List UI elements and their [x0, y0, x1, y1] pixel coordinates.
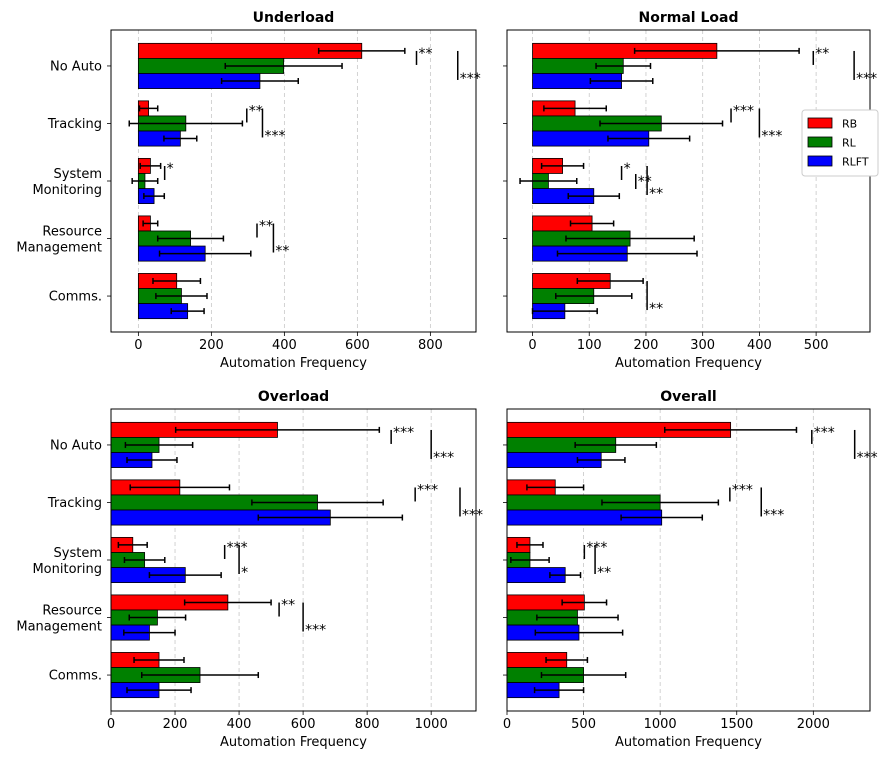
- significance-stars: ***: [417, 482, 438, 498]
- significance-stars: **: [815, 46, 829, 62]
- y-tick-label-line: System: [54, 167, 102, 182]
- x-tick-label: 400: [227, 717, 252, 732]
- significance-stars: ***: [462, 507, 483, 523]
- y-tick-label-line: Tracking: [47, 117, 102, 132]
- y-tick-label-line: Resource: [42, 604, 102, 619]
- axes-frame: [506, 29, 871, 333]
- axes-frame: [110, 29, 477, 333]
- y-tick-label: System Monitoring: [32, 167, 102, 198]
- significance-stars: **: [649, 301, 663, 317]
- significance-stars: *: [624, 161, 631, 177]
- y-tick-label-line: Comms.: [49, 669, 102, 684]
- x-tick-label: 400: [272, 338, 297, 353]
- y-tick-label: Tracking: [47, 496, 102, 511]
- x-tick-label: 600: [291, 717, 316, 732]
- significance-stars: ***: [814, 425, 835, 441]
- panel-normal-load: 0 100 200 300 400 500******************Normal…: [503, 10, 877, 371]
- x-tick-label: 500: [804, 338, 829, 353]
- y-tick-label-line: Management: [16, 620, 102, 635]
- significance-stars: ***: [305, 623, 326, 639]
- significance-stars: **: [649, 186, 663, 202]
- x-axis-label: Automation Frequency: [220, 735, 367, 750]
- panel-overload: 0 200 400 600 800 1000 No Auto Tracking System Mo…: [16, 389, 483, 750]
- x-tick-label: 1500: [720, 717, 753, 732]
- significance-stars: ***: [761, 128, 782, 144]
- x-tick-label: 200: [199, 338, 224, 353]
- x-tick-label: 0: [107, 717, 115, 732]
- y-tick-label: No Auto: [50, 438, 102, 453]
- y-tick-label: Tracking: [47, 117, 102, 132]
- legend-swatch-rb: [807, 117, 833, 129]
- x-tick-label: 800: [355, 717, 380, 732]
- significance-stars: ***: [264, 128, 285, 144]
- y-tick-label-line: Monitoring: [32, 562, 102, 577]
- x-tick-label: 300: [690, 338, 715, 353]
- y-tick-label: No Auto: [50, 59, 102, 74]
- significance-stars: ***: [733, 103, 754, 119]
- y-tick-label: Resource Management: [16, 604, 102, 635]
- x-tick-label: 800: [418, 338, 443, 353]
- y-tick-label-line: No Auto: [50, 438, 102, 453]
- legend-label-rl: RL: [842, 137, 857, 150]
- y-tick-label: System Monitoring: [32, 546, 102, 577]
- y-tick-label-line: Comms.: [49, 290, 102, 305]
- significance-stars: **: [638, 174, 652, 190]
- panel-overall: 0 500 1000 1500 2000*****************Overall…: [503, 389, 878, 750]
- significance-stars: **: [281, 598, 295, 614]
- panel-underload: 0 200 400 600 800 No Auto Tracking System Monito…: [16, 10, 480, 371]
- x-tick-label: 600: [345, 338, 370, 353]
- y-tick-label: Comms.: [49, 669, 102, 684]
- axes-frame: [506, 408, 871, 712]
- y-tick-label-line: Resource: [42, 225, 102, 240]
- significance-stars: ***: [433, 450, 454, 466]
- y-tick-label: Resource Management: [16, 225, 102, 256]
- x-tick-label: 1000: [415, 717, 448, 732]
- significance-stars: ***: [763, 507, 784, 523]
- legend-swatch-rlft: [807, 155, 833, 167]
- y-tick-label-line: Monitoring: [32, 183, 102, 198]
- significance-stars: ***: [227, 540, 248, 556]
- legend-label-rb: RB: [842, 118, 857, 131]
- x-tick-label: 100: [577, 338, 602, 353]
- panel-title: Normal Load: [639, 10, 739, 26]
- significance-stars: ***: [586, 540, 607, 556]
- significance-stars: *: [241, 565, 248, 581]
- x-tick-label: 2000: [797, 717, 830, 732]
- legend: RB RL RLFT: [801, 109, 879, 177]
- y-tick-label-line: No Auto: [50, 59, 102, 74]
- significance-stars: ***: [460, 71, 481, 87]
- significance-stars: **: [275, 244, 289, 260]
- legend-swatch-rl: [807, 136, 833, 148]
- x-tick-label: 0: [528, 338, 536, 353]
- y-tick-label-line: Management: [16, 241, 102, 256]
- significance-stars: ***: [732, 482, 753, 498]
- x-tick-label: 200: [634, 338, 659, 353]
- x-axis-label: Automation Frequency: [615, 356, 762, 371]
- significance-stars: ***: [856, 71, 877, 87]
- panel-title: Overload: [258, 389, 329, 405]
- significance-stars: **: [419, 46, 433, 62]
- y-tick-label-line: Tracking: [47, 496, 102, 511]
- x-tick-label: 500: [571, 717, 596, 732]
- x-tick-label: 400: [747, 338, 772, 353]
- x-axis-label: Automation Frequency: [220, 356, 367, 371]
- significance-stars: **: [597, 565, 611, 581]
- panel-title: Underload: [253, 10, 335, 26]
- x-tick-label: 200: [163, 717, 188, 732]
- axes-frame: [110, 408, 477, 712]
- significance-stars: *: [167, 161, 174, 177]
- significance-stars: ***: [857, 450, 878, 466]
- x-tick-label: 0: [134, 338, 142, 353]
- legend-label-rlft: RLFT: [842, 156, 869, 169]
- significance-stars: **: [249, 103, 263, 119]
- x-tick-label: 0: [503, 717, 511, 732]
- y-tick-label: Comms.: [49, 290, 102, 305]
- x-axis-label: Automation Frequency: [615, 735, 762, 750]
- panel-title: Overall: [660, 389, 716, 405]
- significance-stars: ***: [393, 425, 414, 441]
- x-tick-label: 1000: [644, 717, 677, 732]
- y-tick-label-line: System: [54, 546, 102, 561]
- significance-stars: **: [259, 219, 273, 235]
